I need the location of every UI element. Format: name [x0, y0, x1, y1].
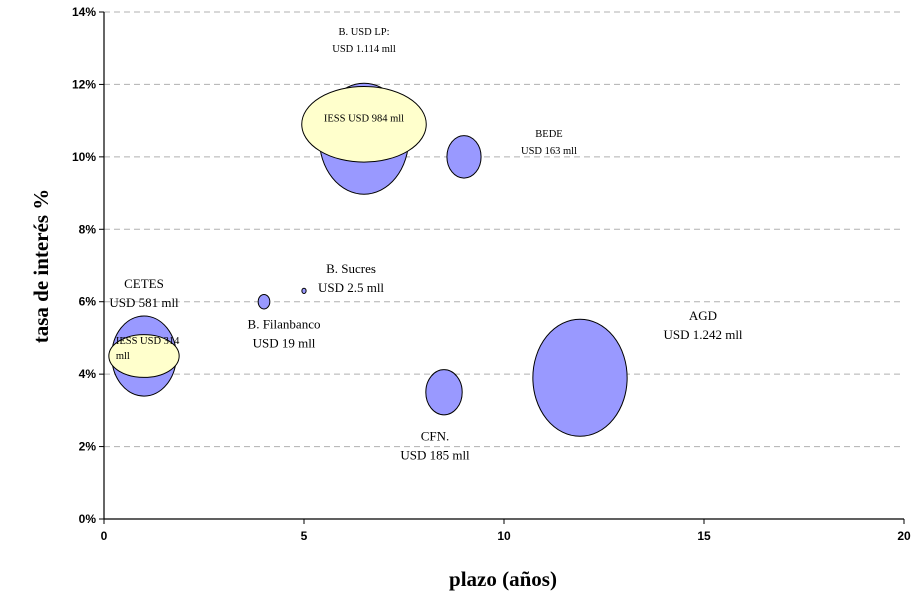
grid-lines — [104, 11, 904, 448]
bubble — [532, 318, 628, 437]
x-tick-label: 0 — [101, 529, 108, 543]
bubble-label: USD 1.114 mll — [332, 44, 396, 55]
iess-bubble — [301, 85, 427, 163]
bubbles — [108, 82, 628, 437]
bubble-label: B. Sucres — [326, 261, 376, 276]
iess-bubble — [108, 334, 180, 378]
bubble-label: B. Filanbanco — [248, 317, 321, 332]
bubble — [425, 369, 463, 416]
y-tick-label: 12% — [72, 77, 96, 91]
iess-label: IESS USD 314 — [116, 336, 180, 347]
x-tick-label: 10 — [497, 529, 511, 543]
y-tick-label: 0% — [79, 512, 97, 526]
iess-label: IESS USD 984 mll — [324, 113, 404, 124]
bubble-label: B. USD LP: — [338, 27, 389, 38]
x-axis-title: plazo (años) — [449, 567, 557, 591]
bubble-label: USD 581 mll — [109, 295, 179, 310]
bubble — [301, 287, 307, 294]
bubble-label: USD 2.5 mll — [318, 280, 384, 295]
y-tick-label: 4% — [79, 367, 97, 381]
bubble-label: CETES — [124, 276, 164, 291]
bubble-label: BEDE — [535, 129, 562, 140]
bubble-label: USD 163 mll — [521, 146, 577, 157]
axes: 0% 2% 4% 6% 8% 10% 12% 14% 0 5 10 15 20 — [72, 5, 911, 543]
x-tick-label: 5 — [301, 529, 308, 543]
y-axis-title: tasa de interés % — [29, 189, 53, 344]
x-tick-label: 20 — [897, 529, 911, 543]
bubble-label: USD 1.242 mll — [663, 327, 742, 342]
data-labels: B. USD LP: USD 1.114 mll BEDE USD 163 mll CE… — [109, 27, 743, 463]
iess-label: mll — [116, 351, 130, 362]
bubble — [257, 293, 271, 310]
bubble-label: CFN. — [421, 428, 450, 443]
y-tick-label: 8% — [79, 222, 97, 236]
y-tick-label: 2% — [79, 440, 97, 454]
bubble-label: USD 185 mll — [400, 447, 470, 462]
y-tick-label: 14% — [72, 5, 96, 19]
bubble-label: AGD — [689, 308, 717, 323]
x-tick-label: 15 — [697, 529, 711, 543]
bubble-label: USD 19 mll — [253, 336, 316, 351]
y-tick-label: 6% — [79, 295, 97, 309]
bubble — [446, 135, 482, 179]
y-tick-label: 10% — [72, 150, 96, 164]
